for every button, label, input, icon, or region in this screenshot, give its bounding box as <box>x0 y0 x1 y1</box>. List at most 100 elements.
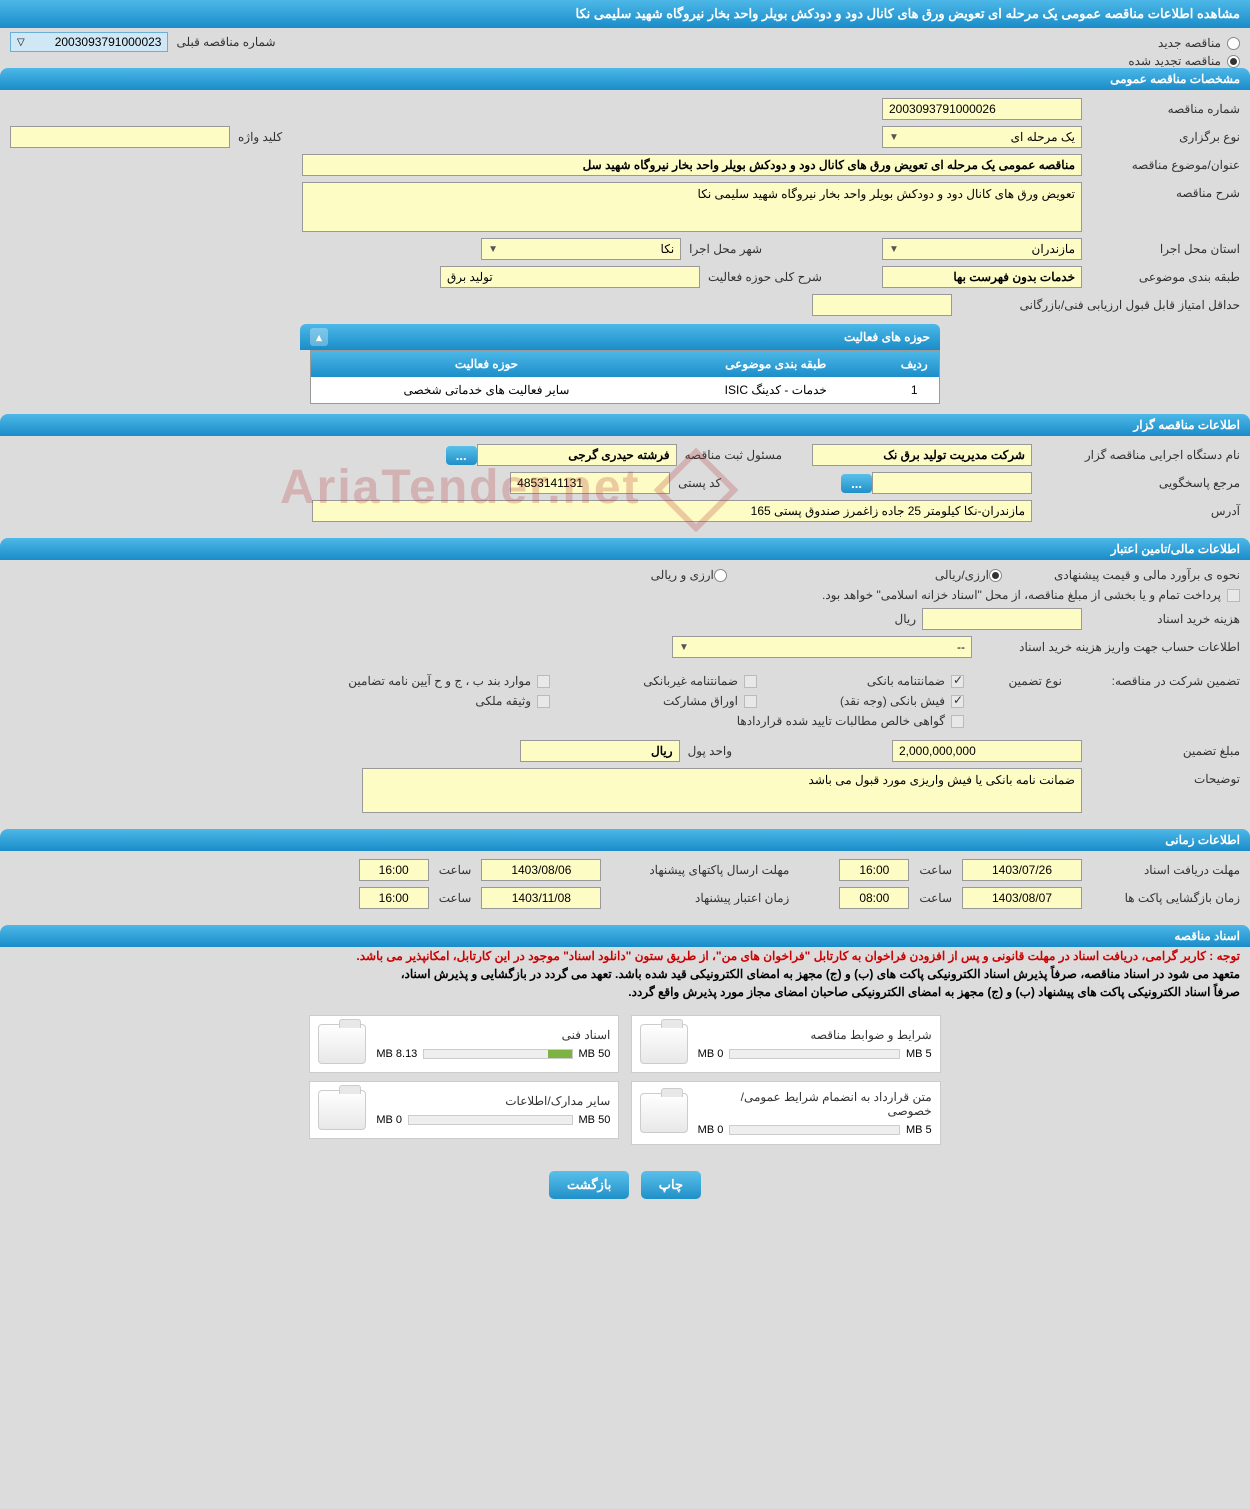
doc-used-2: 8.13 MB <box>376 1048 417 1060</box>
city-select[interactable]: نکا ▼ <box>481 238 681 260</box>
doc-used-1: 0 MB <box>698 1048 724 1060</box>
time-label-1: ساعت <box>919 863 952 877</box>
subject-label: عنوان/موضوع مناقصه <box>1090 158 1240 172</box>
section-documents: اسناد مناقصه <box>0 925 1250 947</box>
doc-total-2: 50 MB <box>579 1048 611 1060</box>
notes-label: توضیحات <box>1090 768 1240 786</box>
claims-label: گواهی خالص مطالبات تایید شده قراردادها <box>737 714 945 728</box>
doc-deadline-date: 1403/07/26 <box>962 859 1082 881</box>
rial-unit: ریال <box>894 612 916 626</box>
tender-number-label: شماره مناقصه <box>1090 102 1240 116</box>
prev-tender-select[interactable]: 2003093791000023 ▽ <box>10 32 168 52</box>
treasury-note: پرداخت تمام و یا بخشی از مبلغ مناقصه، از… <box>822 588 1221 602</box>
collapse-icon[interactable]: ▴ <box>310 328 328 346</box>
doc-box-contract[interactable]: متن قرارداد به انضمام شرایط عمومی/خصوصی … <box>631 1081 941 1145</box>
doc-title-3: متن قرارداد به انضمام شرایط عمومی/خصوصی <box>698 1090 932 1118</box>
col-category: طبقه بندی موضوعی <box>662 351 890 378</box>
contact-field[interactable] <box>872 472 1032 494</box>
chevron-down-icon: ▼ <box>488 244 498 255</box>
estimate-label: نحوه ی برآورد مالی و قیمت پیشنهادی <box>1010 568 1240 582</box>
folder-icon <box>318 1090 366 1130</box>
doc-total-1: 5 MB <box>906 1048 932 1060</box>
packet-deadline-label: مهلت ارسال پاکتهای پیشنهاد <box>609 863 789 877</box>
cell-num: 1 <box>890 377 940 404</box>
radio-rial[interactable] <box>989 569 1002 582</box>
doc-box-technical[interactable]: اسناد فنی 50 MB 8.13 MB <box>309 1015 619 1073</box>
description-field[interactable]: تعویض ورق های کانال دود و دودکش بویلر وا… <box>302 182 1082 232</box>
progress-bar-1 <box>729 1049 900 1059</box>
activity-panel-title: حوزه های فعالیت <box>844 330 930 344</box>
property-label: وثیقه ملکی <box>475 694 531 708</box>
more-button-2[interactable]: ... <box>841 474 872 493</box>
col-row: ردیف <box>890 351 940 378</box>
doc-total-3: 5 MB <box>906 1124 932 1136</box>
radio-foreign[interactable] <box>714 569 727 582</box>
radio-new-tender[interactable] <box>1227 37 1240 50</box>
doc-box-conditions[interactable]: شرایط و ضوابط مناقصه 5 MB 0 MB <box>631 1015 941 1073</box>
section-organizer: اطلاعات مناقصه گزار <box>0 414 1250 436</box>
notice-red: توجه : کاربر گرامی، دریافت اسناد در مهلت… <box>0 947 1250 965</box>
chevron-down-icon: ▽ <box>17 37 25 48</box>
progress-bar-4 <box>408 1115 573 1125</box>
description-label: شرح مناقصه <box>1090 182 1240 200</box>
section-timing: اطلاعات زمانی <box>0 829 1250 851</box>
min-score-field[interactable] <box>812 294 952 316</box>
col-activity: حوزه فعالیت <box>311 351 662 378</box>
bonds-label: اوراق مشارکت <box>558 694 738 708</box>
account-select[interactable]: -- ▼ <box>672 636 972 658</box>
radio-renewed-tender[interactable] <box>1227 55 1240 68</box>
keyword-field[interactable] <box>10 126 230 148</box>
subject-field: مناقصه عمومی یک مرحله ای تعویض ورق های ک… <box>302 154 1082 176</box>
doc-total-4: 50 MB <box>579 1114 611 1126</box>
radio-renewed-tender-label: مناقصه تجدید شده <box>1128 54 1221 68</box>
back-button[interactable]: بازگشت <box>549 1171 629 1199</box>
checkbox-nonbank <box>744 675 757 688</box>
cell-activity: سایر فعالیت های خدماتی شخصی <box>311 377 662 404</box>
exec-label: نام دستگاه اجرایی مناقصه گزار <box>1040 448 1240 462</box>
more-button-1[interactable]: ... <box>446 446 477 465</box>
progress-bar-2 <box>423 1049 572 1059</box>
activity-desc-field: تولید برق <box>440 266 700 288</box>
notes-field[interactable]: ضمانت نامه بانکی یا فیش واریزی مورد قبول… <box>362 768 1082 813</box>
bank-guarantee-label: ضمانتنامه بانکی <box>765 674 945 688</box>
category-field: خدمات بدون فهرست بها <box>882 266 1082 288</box>
guarantee-amount-label: مبلغ تضمین <box>1090 744 1240 758</box>
doc-cost-field[interactable] <box>922 608 1082 630</box>
doc-used-4: 0 MB <box>376 1114 402 1126</box>
contact-label: مرجع پاسخگویی <box>1040 476 1240 490</box>
checkbox-bylaw <box>537 675 550 688</box>
postal-field: 4853141131 <box>510 472 670 494</box>
doc-deadline-label: مهلت دریافت اسناد <box>1090 863 1240 877</box>
progress-bar-3 <box>729 1125 900 1135</box>
tender-number-field: 2003093791000026 <box>882 98 1082 120</box>
validity-date: 1403/11/08 <box>481 887 601 909</box>
checkbox-claims <box>951 715 964 728</box>
holding-type-value: یک مرحله ای <box>1011 130 1075 144</box>
opening-date: 1403/08/07 <box>962 887 1082 909</box>
bank-receipt-label: فیش بانکی (وجه نقد) <box>765 694 945 708</box>
cell-category: خدمات - کدینگ ISIC <box>662 377 890 404</box>
section-general: مشخصات مناقصه عمومی <box>0 68 1250 90</box>
checkbox-bank-receipt <box>951 695 964 708</box>
checkbox-bank-guarantee <box>951 675 964 688</box>
nonbank-label: ضمانتنامه غیربانکی <box>558 674 738 688</box>
account-label: اطلاعات حساب جهت واریز هزینه خرید اسناد <box>980 640 1240 654</box>
category-label: طبقه بندی موضوعی <box>1090 270 1240 284</box>
validity-time: 16:00 <box>359 887 429 909</box>
min-score-label: حداقل امتیاز قابل قبول ارزیابی فنی/بازرگ… <box>960 298 1240 312</box>
holding-type-select[interactable]: یک مرحله ای ▼ <box>882 126 1082 148</box>
guarantee-label: تضمین شرکت در مناقصه: <box>1070 674 1240 688</box>
doc-used-3: 0 MB <box>698 1124 724 1136</box>
currency-unit-label: واحد پول <box>688 744 732 758</box>
doc-box-other[interactable]: سایر مدارک/اطلاعات 50 MB 0 MB <box>309 1081 619 1139</box>
packet-deadline-date: 1403/08/06 <box>481 859 601 881</box>
chevron-down-icon: ▼ <box>889 132 899 143</box>
province-value: مازندران <box>1032 242 1075 256</box>
print-button[interactable]: چاپ <box>641 1171 701 1199</box>
holding-type-label: نوع برگزاری <box>1090 130 1240 144</box>
activity-desc-label: شرح کلی حوزه فعالیت <box>708 270 822 284</box>
province-label: استان محل اجرا <box>1090 242 1240 256</box>
opening-label: زمان بازگشایی پاکت ها <box>1090 891 1240 905</box>
city-label: شهر محل اجرا <box>689 242 762 256</box>
province-select[interactable]: مازندران ▼ <box>882 238 1082 260</box>
